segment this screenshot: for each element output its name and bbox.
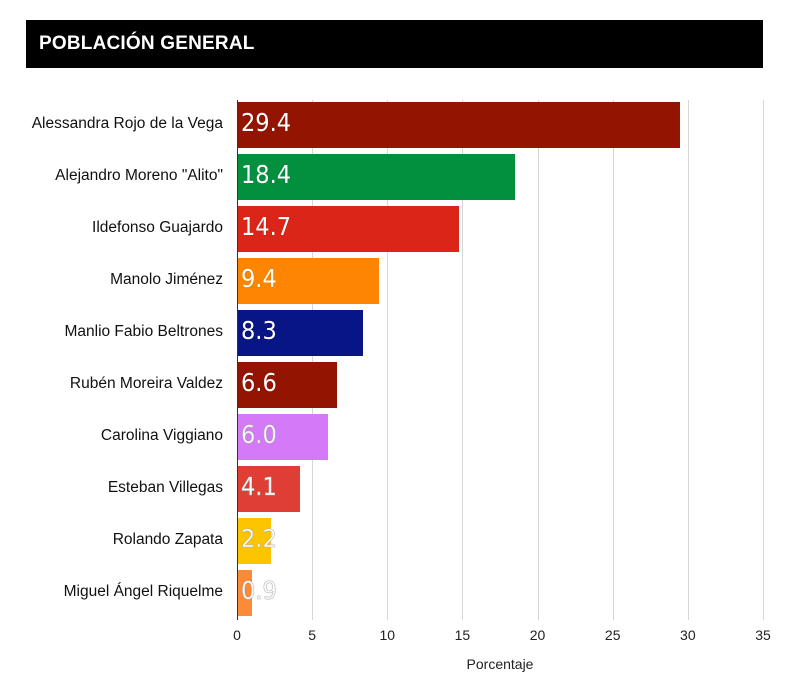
- bar-value-label: 4.1: [241, 472, 277, 502]
- bar: 9.4: [238, 258, 380, 304]
- x-tick-label: 35: [755, 627, 771, 643]
- bar-value-label: 8.3: [241, 316, 277, 345]
- x-tick-label: 5: [308, 627, 317, 643]
- bar-value-label: 6.0: [241, 420, 277, 450]
- chart-title: POBLACIÓN GENERAL: [39, 33, 255, 54]
- gridline: [462, 100, 464, 620]
- chart-title-bar: POBLACIÓN GENERAL: [26, 20, 763, 68]
- x-tick-label: 30: [680, 627, 696, 643]
- bar: 0.9: [238, 570, 277, 616]
- gridline: [612, 100, 614, 620]
- gridline: [763, 100, 764, 620]
- bar: 29.4: [238, 102, 680, 148]
- category-label: Alejandro Moreno "Alito": [55, 167, 223, 184]
- category-label: Miguel Ángel Riquelme: [63, 583, 223, 600]
- x-tick-label: 0: [233, 627, 241, 643]
- category-label: Manlio Fabio Beltrones: [64, 323, 223, 340]
- category-label: Alessandra Rojo de la Vega: [31, 115, 223, 132]
- bar-value-label: 9.4: [241, 264, 277, 293]
- bar: 8.3: [238, 310, 363, 356]
- category-label: Rolando Zapata: [112, 531, 223, 548]
- gridline: [312, 100, 314, 620]
- bar-value-label: 14.7: [241, 212, 292, 241]
- x-tick-label: 15: [454, 627, 471, 643]
- x-tick-label: 25: [604, 627, 621, 643]
- x-axis-label: Porcentaje: [466, 656, 534, 672]
- y-axis-line: [237, 100, 238, 620]
- category-label: Ildefonso Guajardo: [92, 219, 223, 236]
- bar: 6.0: [238, 414, 329, 460]
- category-label: Rubén Moreira Valdez: [69, 375, 223, 392]
- gridline: [387, 100, 389, 620]
- plot-area: 29.4 18.4 14.7 9.4 8.3 6.6 6.0 4.1 2.2 0.9: [237, 100, 797, 620]
- x-tick-label: 10: [379, 627, 396, 643]
- bar-value-label: 0.9: [241, 576, 277, 606]
- bar-value-label: 29.4: [241, 108, 292, 137]
- bar: 6.6: [238, 362, 338, 408]
- bar: 2.2: [238, 518, 277, 564]
- category-label: Carolina Viggiano: [100, 427, 223, 444]
- category-label: Manolo Jiménez: [110, 271, 223, 288]
- category-label: Esteban Villegas: [107, 479, 223, 496]
- x-tick-label: 20: [529, 627, 546, 643]
- gridline: [687, 100, 689, 620]
- bar: 4.1: [238, 466, 300, 512]
- bar-value-label: 18.4: [241, 160, 292, 189]
- bar-value-label: 6.6: [241, 368, 277, 397]
- bar: 18.4: [238, 154, 515, 200]
- bar-value-label: 2.2: [241, 524, 277, 554]
- gridline: [537, 100, 539, 620]
- bar: 14.7: [238, 206, 459, 252]
